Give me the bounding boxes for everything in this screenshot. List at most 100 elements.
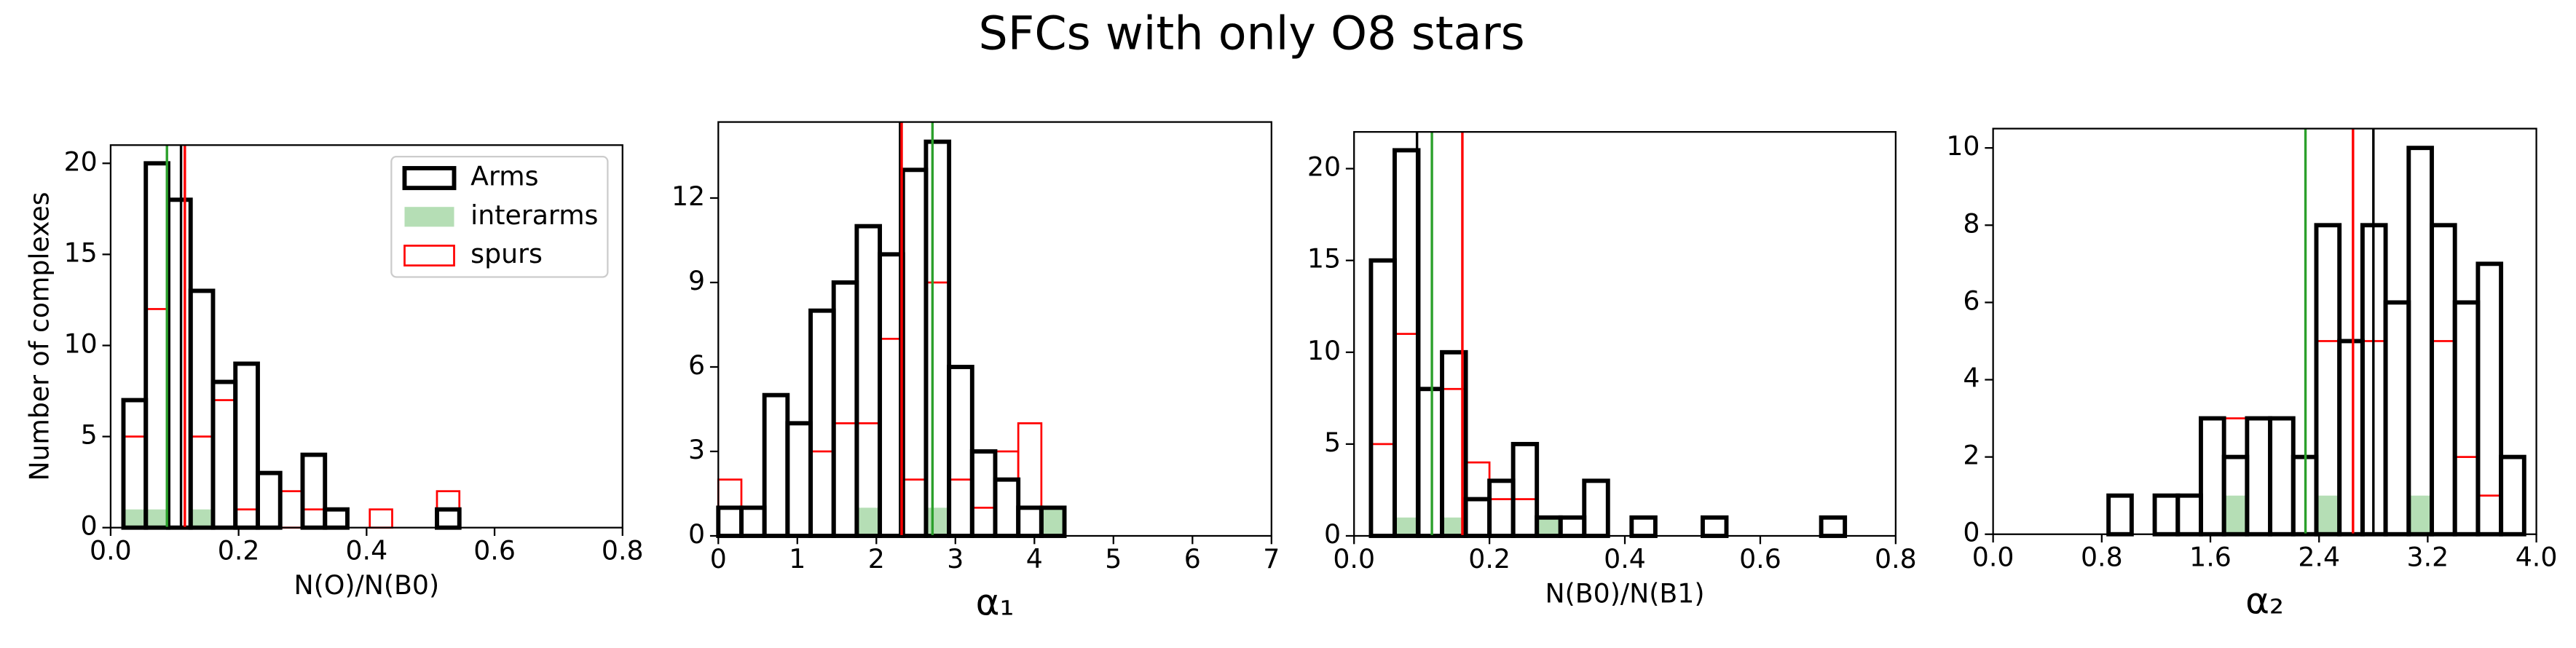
hist-bar — [143, 161, 170, 530]
y-tick-label: 15 — [64, 237, 98, 268]
y-tick-label: 4 — [1963, 363, 1980, 394]
hist-bar — [902, 478, 927, 537]
x-tick-label: 6 — [1184, 543, 1201, 574]
x-tick-label: 4 — [1026, 543, 1043, 574]
hist-bar — [1819, 515, 1848, 538]
hist-bar — [1394, 517, 1419, 537]
y-tick-label: 5 — [81, 419, 98, 451]
y-tick-label: 2 — [1963, 440, 1980, 471]
y-tick-label: 5 — [1324, 427, 1341, 458]
hist-bar — [188, 288, 216, 530]
x-tick-label: 0.8 — [602, 535, 644, 566]
x-tick-label: 4.0 — [2516, 542, 2558, 573]
y-tick-label: 0 — [688, 518, 705, 550]
hist-bar — [809, 450, 835, 537]
x-tick-label: 0.0 — [1333, 543, 1375, 574]
x-tick-label: 1.6 — [2189, 542, 2232, 573]
y-tick-label: 20 — [64, 146, 98, 177]
hist-bar — [785, 421, 813, 538]
x-tick-label: 3 — [947, 543, 964, 574]
hist-bar — [256, 472, 282, 529]
hist-bar — [969, 449, 998, 538]
hist-bar — [2106, 493, 2134, 537]
hist-bar — [1701, 516, 1728, 537]
x-tick-label: 0.0 — [90, 535, 132, 566]
hist-bar — [2314, 223, 2342, 537]
hist-bar — [856, 507, 881, 537]
x-tick-label: 0 — [710, 543, 727, 574]
hist-bar — [210, 379, 238, 530]
hist-bar — [300, 452, 328, 530]
legend-label: interarms — [470, 199, 598, 231]
y-tick-label: 9 — [688, 265, 705, 296]
y-tick-label: 3 — [688, 434, 705, 465]
hist-bar — [2268, 416, 2296, 537]
hist-bar — [2454, 456, 2479, 536]
hist-bar — [121, 398, 149, 530]
hist-bar — [786, 422, 812, 537]
hist-bar — [1629, 515, 1658, 538]
y-tick-label: 0 — [81, 510, 98, 542]
hist-bar — [2475, 261, 2504, 537]
hist-bar — [1700, 515, 1729, 538]
legend-label: spurs — [470, 238, 543, 269]
hist-bar — [2316, 495, 2340, 534]
hist-bar — [302, 508, 326, 529]
y-tick-label: 10 — [1307, 335, 1341, 366]
hist-bar — [2246, 417, 2272, 536]
x-axis-label: α₂ — [2245, 580, 2284, 622]
x-tick-label: 3.2 — [2407, 542, 2449, 573]
axes-frame — [1353, 131, 1897, 537]
hist-bar — [144, 308, 170, 529]
hist-bar — [212, 399, 237, 529]
hist-bar — [2338, 340, 2364, 536]
figure-title: SFCs with only O8 stars — [979, 6, 1525, 60]
hist-bar — [1368, 258, 1397, 538]
hist-bar — [234, 508, 259, 529]
x-tick-label: 0.4 — [345, 535, 387, 566]
hist-bar — [1463, 497, 1492, 538]
legend-swatch — [404, 207, 454, 227]
hist-bar — [323, 507, 350, 530]
y-tick-label: 10 — [64, 328, 98, 360]
x-tick-label: 0.0 — [1972, 542, 2014, 573]
hist-bar — [925, 281, 950, 537]
hist-bar — [831, 280, 859, 538]
y-axis-label: Number of complexes — [24, 191, 55, 481]
y-tick-label: 10 — [1946, 130, 1980, 162]
x-tick-label: 0.4 — [1604, 543, 1646, 574]
hist-bar — [994, 450, 1020, 537]
y-tick-label: 0 — [1324, 518, 1341, 550]
y-tick-label: 6 — [688, 349, 705, 381]
hist-bar — [1041, 507, 1065, 537]
hist-bar — [2199, 416, 2226, 537]
hist-bar — [808, 308, 836, 538]
hist-bar — [1488, 498, 1515, 537]
hist-bar — [1558, 515, 1587, 538]
hist-bar — [435, 507, 462, 530]
hist-bar — [1537, 517, 1561, 537]
hist-bar — [2154, 494, 2179, 536]
hist-bar — [369, 508, 393, 529]
hist-bar — [146, 509, 168, 528]
x-tick-label: 7 — [1263, 543, 1280, 574]
hist-bar — [2245, 416, 2273, 537]
y-tick-label: 15 — [1307, 243, 1341, 274]
x-tick-label: 0.2 — [1468, 543, 1510, 574]
hist-bar — [2337, 339, 2365, 537]
y-tick-label: 8 — [1963, 208, 1980, 239]
y-tick-label: 0 — [1963, 517, 1980, 548]
hist-bar — [2152, 493, 2181, 537]
axes-frame — [1992, 127, 2537, 535]
hist-bar — [716, 505, 744, 538]
hist-bar — [2383, 300, 2411, 537]
hist-bar — [2224, 495, 2248, 534]
x-tick-label: 1 — [789, 543, 806, 574]
hist-bar — [166, 197, 193, 530]
hist-bar — [256, 470, 283, 530]
y-tick-label: 20 — [1307, 151, 1341, 183]
axes-frame — [717, 121, 1272, 537]
hist-bar — [1630, 516, 1657, 537]
x-tick-label: 0.6 — [473, 535, 516, 566]
y-tick-label: 12 — [671, 181, 705, 212]
